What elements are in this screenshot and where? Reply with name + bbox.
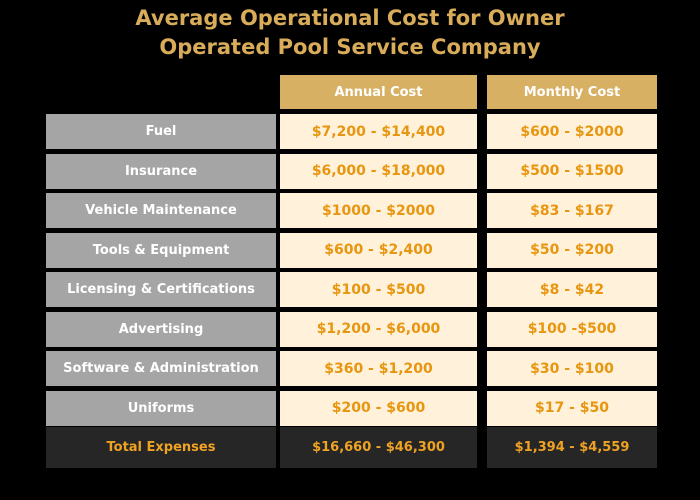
total-cell: $1,394 - $4,559 [487, 427, 657, 468]
total-label: Total Expenses [46, 427, 276, 468]
row-label: Insurance [46, 153, 276, 189]
row-label: Uniforms [46, 390, 276, 426]
cost-cell: $1,200 - $6,000 [280, 311, 477, 347]
cost-cell: $83 - $167 [487, 193, 657, 228]
row-label: Fuel [46, 114, 276, 149]
cost-cell: $360 - $1,200 [280, 351, 477, 386]
cost-cell: $600 - $2000 [487, 114, 657, 149]
cost-cell: $17 - $50 [487, 390, 657, 426]
cost-cell: $200 - $600 [280, 390, 477, 426]
cost-cell: $1000 - $2000 [280, 193, 477, 228]
row-label: Advertising [46, 311, 276, 347]
cost-cell: $7,200 - $14,400 [280, 114, 477, 149]
row-label: Licensing & Certifications [46, 272, 276, 307]
total-cell: $16,660 - $46,300 [280, 427, 477, 468]
cost-cell: $100 -$500 [487, 311, 657, 347]
cost-cell: $50 - $200 [487, 232, 657, 268]
row-label: Tools & Equipment [46, 232, 276, 268]
cost-cell: $100 - $500 [280, 272, 477, 307]
cost-cell: $30 - $100 [487, 351, 657, 386]
cost-cell: $600 - $2,400 [280, 232, 477, 268]
cost-cell: $8 - $42 [487, 272, 657, 307]
title: Average Operational Cost for Owner Opera… [135, 6, 565, 59]
column-header: Annual Cost [280, 75, 477, 109]
column-header: Monthly Cost [487, 75, 657, 109]
row-label: Vehicle Maintenance [46, 193, 276, 228]
cost-cell: $500 - $1500 [487, 153, 657, 189]
cost-cell: $6,000 - $18,000 [280, 153, 477, 189]
row-label: Software & Administration [46, 351, 276, 386]
